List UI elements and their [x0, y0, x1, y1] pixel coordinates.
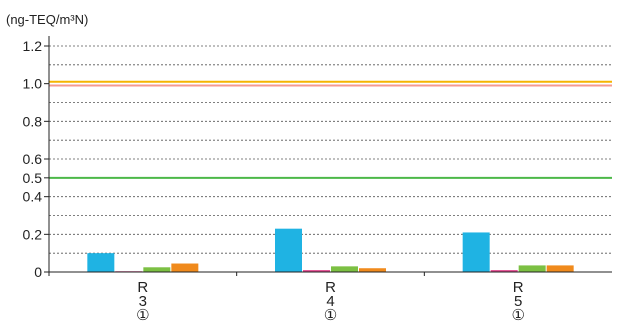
- bar-cat0-series0: [87, 253, 115, 272]
- unit-label: (ng-TEQ/m³N): [6, 12, 88, 27]
- category-label-0-line1: R: [137, 279, 148, 296]
- category-label-0-line2: 3: [139, 293, 147, 310]
- y-tick-label-4: 0.6: [23, 151, 43, 167]
- category-label-1-line1: R: [325, 279, 336, 296]
- reference-lines: [49, 80, 612, 179]
- bar-cat2-series3: [546, 265, 574, 272]
- gridlines: [49, 45, 612, 254]
- bar-cat1-series0: [275, 228, 302, 272]
- bar-cat0-series2: [143, 267, 171, 272]
- y-tick-label-6: 1.0: [23, 76, 43, 92]
- category-label-2-line3: ①: [511, 307, 524, 324]
- category-label-2-line2: 5: [514, 293, 522, 310]
- category-label-2-line1: R: [513, 279, 524, 296]
- bar-cat0-series3: [171, 263, 199, 272]
- category-label-1-line3: ①: [324, 307, 337, 324]
- y-tick-label-7: 1.2: [23, 38, 43, 54]
- bars: [87, 228, 574, 273]
- y-tick-label-1: 0.2: [23, 226, 43, 242]
- bar-cat1-series1: [303, 270, 330, 272]
- bar-cat2-series1: [490, 270, 518, 272]
- bar-cat2-series2: [518, 265, 546, 272]
- bar-cat1-series3: [359, 268, 386, 272]
- y-tick-label-5: 0.8: [23, 113, 43, 129]
- bar-cat1-series2: [331, 266, 358, 272]
- y-tick-label-0: 0: [34, 264, 42, 280]
- y-tick-label-3: 0.5: [23, 170, 43, 186]
- y-tick-label-2: 0.4: [23, 189, 43, 205]
- bar-cat2-series0: [462, 232, 490, 272]
- y-axis-ticks: 0 0.2 0.4 0.5 0.6 0.8 1.0 1.2: [23, 38, 49, 280]
- category-label-1-line2: 4: [326, 293, 334, 310]
- category-label-0-line3: ①: [136, 307, 149, 324]
